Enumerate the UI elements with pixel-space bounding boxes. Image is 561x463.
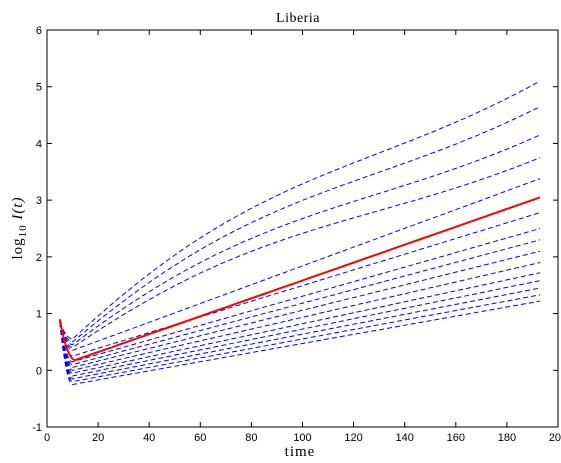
y-axis-label-main: I(t) <box>10 196 26 224</box>
x-tick-label: 20 <box>92 432 104 444</box>
y-tick-label: 2 <box>36 252 42 264</box>
x-tick-label: 120 <box>344 432 362 444</box>
x-tick-label: 40 <box>143 432 155 444</box>
x-tick-label: 140 <box>396 432 414 444</box>
series-line-13 <box>59 287 541 380</box>
y-tick-label: 1 <box>36 309 42 321</box>
series-line-10 <box>59 262 541 371</box>
x-tick-label: 0 <box>44 432 50 444</box>
series-line-5 <box>59 178 541 351</box>
plot-border <box>46 29 559 428</box>
series-line-8 <box>59 239 541 366</box>
x-axis: 0 20 40 60 80 100 120 140 160 180 200 <box>44 30 561 444</box>
x-tick-label: 200 <box>549 432 561 444</box>
series-line-12 <box>59 280 541 377</box>
series-line-6 <box>59 212 541 357</box>
x-tick-label: 60 <box>194 432 206 444</box>
series-line-7 <box>59 228 541 363</box>
x-tick-label: 180 <box>498 432 516 444</box>
series-group <box>58 80 541 386</box>
y-tick-label: 4 <box>36 138 42 150</box>
series-line-9 <box>59 250 541 368</box>
series-line-4 <box>59 157 541 349</box>
series-line-1 <box>59 80 541 340</box>
series-line-3 <box>59 134 541 346</box>
series-line-11 <box>59 272 541 374</box>
y-axis-label: log10 I(t) <box>10 196 29 259</box>
y-tick-label: -1 <box>32 422 42 434</box>
y-axis: -1 0 1 2 3 4 5 6 <box>32 25 558 434</box>
y-tick-label: 6 <box>36 25 42 37</box>
y-tick-label: 5 <box>36 82 42 94</box>
x-tick-label: 160 <box>447 432 465 444</box>
x-axis-label: time <box>285 444 316 460</box>
series-line-15 <box>59 300 541 386</box>
chart-title: Liberia <box>276 11 320 26</box>
y-axis-label-prefix: log <box>10 237 26 259</box>
y-tick-label: 0 <box>36 365 42 377</box>
y-tick-label: 3 <box>36 195 42 207</box>
series-line-2 <box>59 106 541 343</box>
y-axis-label-subscript: 10 <box>17 224 29 237</box>
series-line-highlight <box>58 196 541 362</box>
series-line-14 <box>59 294 541 383</box>
x-tick-label: 100 <box>293 432 311 444</box>
x-tick-label: 80 <box>245 432 257 444</box>
plot-area <box>46 29 559 428</box>
